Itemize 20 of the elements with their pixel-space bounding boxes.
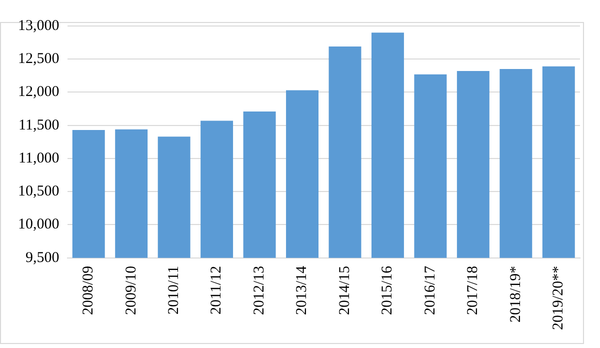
y-tick-label: 13,000 (18, 18, 60, 34)
x-tick-label: 2013/14 (294, 265, 310, 316)
y-tick-label: 10,500 (18, 184, 60, 200)
x-tick-label: 2008/09 (80, 266, 97, 316)
x-tick-label: 2018/19* (508, 266, 524, 323)
x-tick-label: 2012/13 (251, 266, 268, 316)
y-tick-label: 10,000 (18, 216, 60, 233)
x-tick-label: 2011/12 (208, 266, 225, 314)
x-tick-label: 2015/16 (380, 265, 396, 316)
x-tick-label: 2014/15 (336, 266, 353, 316)
x-tick-label: 2017/18 (465, 266, 482, 316)
y-tick-label: 11,000 (18, 150, 60, 166)
x-tick-label: 2009/10 (123, 266, 140, 316)
x-tick-label: 2016/17 (422, 265, 438, 316)
x-tick-label: 2019/20** (550, 266, 567, 330)
y-tick-label: 9,500 (26, 250, 60, 266)
y-tick-label: 12,500 (18, 51, 60, 68)
y-tick-label: 11,500 (18, 117, 60, 134)
y-tick-label: 12,000 (18, 84, 60, 100)
x-tick-label: 2010/11 (166, 266, 182, 314)
